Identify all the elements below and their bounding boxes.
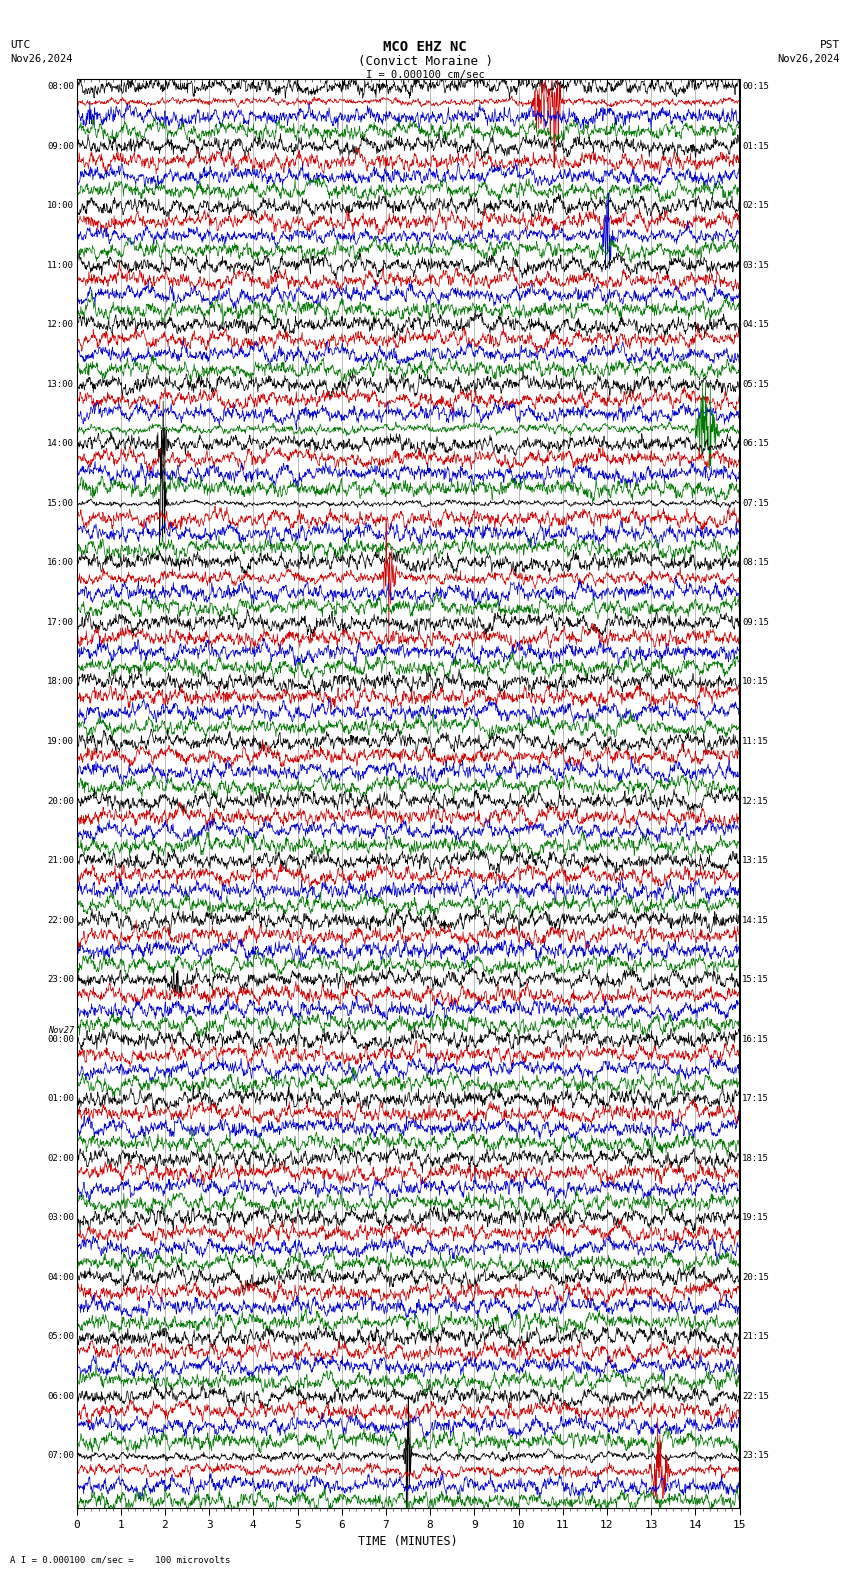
Text: 06:00: 06:00: [47, 1392, 74, 1400]
Text: 23:15: 23:15: [742, 1451, 769, 1460]
Text: 04:15: 04:15: [742, 320, 769, 329]
Text: 12:15: 12:15: [742, 797, 769, 806]
Text: PST: PST: [819, 40, 840, 49]
Text: MCO EHZ NC: MCO EHZ NC: [383, 40, 467, 54]
Text: 12:00: 12:00: [47, 320, 74, 329]
Text: 10:15: 10:15: [742, 678, 769, 686]
Text: I = 0.000100 cm/sec: I = 0.000100 cm/sec: [366, 70, 484, 79]
Text: A I = 0.000100 cm/sec =    100 microvolts: A I = 0.000100 cm/sec = 100 microvolts: [10, 1555, 230, 1565]
Text: Nov27: Nov27: [48, 1026, 74, 1034]
Text: (Convict Moraine ): (Convict Moraine ): [358, 55, 492, 68]
Text: 16:15: 16:15: [742, 1034, 769, 1044]
Text: 14:00: 14:00: [47, 439, 74, 448]
Text: 03:00: 03:00: [47, 1213, 74, 1223]
Text: 11:15: 11:15: [742, 737, 769, 746]
Text: Nov26,2024: Nov26,2024: [10, 54, 73, 63]
Text: 04:00: 04:00: [47, 1274, 74, 1281]
Text: 18:00: 18:00: [47, 678, 74, 686]
Text: 05:00: 05:00: [47, 1332, 74, 1342]
Text: 11:00: 11:00: [47, 261, 74, 269]
Text: 05:15: 05:15: [742, 380, 769, 388]
Text: 19:15: 19:15: [742, 1213, 769, 1223]
Text: 14:15: 14:15: [742, 916, 769, 925]
Text: 01:15: 01:15: [742, 141, 769, 150]
Text: 15:15: 15:15: [742, 976, 769, 984]
Text: 20:15: 20:15: [742, 1274, 769, 1281]
Text: 06:15: 06:15: [742, 439, 769, 448]
Text: 08:00: 08:00: [47, 82, 74, 92]
Text: 01:00: 01:00: [47, 1095, 74, 1102]
Text: 08:15: 08:15: [742, 559, 769, 567]
Text: UTC: UTC: [10, 40, 31, 49]
Text: 09:00: 09:00: [47, 141, 74, 150]
Text: 18:15: 18:15: [742, 1153, 769, 1163]
Text: 10:00: 10:00: [47, 201, 74, 211]
Text: 22:15: 22:15: [742, 1392, 769, 1400]
Text: 03:15: 03:15: [742, 261, 769, 269]
Text: 21:15: 21:15: [742, 1332, 769, 1342]
Text: 23:00: 23:00: [47, 976, 74, 984]
X-axis label: TIME (MINUTES): TIME (MINUTES): [358, 1535, 458, 1548]
Text: Nov26,2024: Nov26,2024: [777, 54, 840, 63]
Text: 15:00: 15:00: [47, 499, 74, 508]
Text: 16:00: 16:00: [47, 559, 74, 567]
Text: 09:15: 09:15: [742, 618, 769, 627]
Text: 00:15: 00:15: [742, 82, 769, 92]
Text: 13:00: 13:00: [47, 380, 74, 388]
Text: 19:00: 19:00: [47, 737, 74, 746]
Text: 20:00: 20:00: [47, 797, 74, 806]
Text: 07:15: 07:15: [742, 499, 769, 508]
Text: 02:00: 02:00: [47, 1153, 74, 1163]
Text: 07:00: 07:00: [47, 1451, 74, 1460]
Text: 17:15: 17:15: [742, 1095, 769, 1102]
Text: 00:00: 00:00: [47, 1034, 74, 1044]
Text: 22:00: 22:00: [47, 916, 74, 925]
Text: 02:15: 02:15: [742, 201, 769, 211]
Text: 21:00: 21:00: [47, 855, 74, 865]
Text: 17:00: 17:00: [47, 618, 74, 627]
Text: 13:15: 13:15: [742, 855, 769, 865]
